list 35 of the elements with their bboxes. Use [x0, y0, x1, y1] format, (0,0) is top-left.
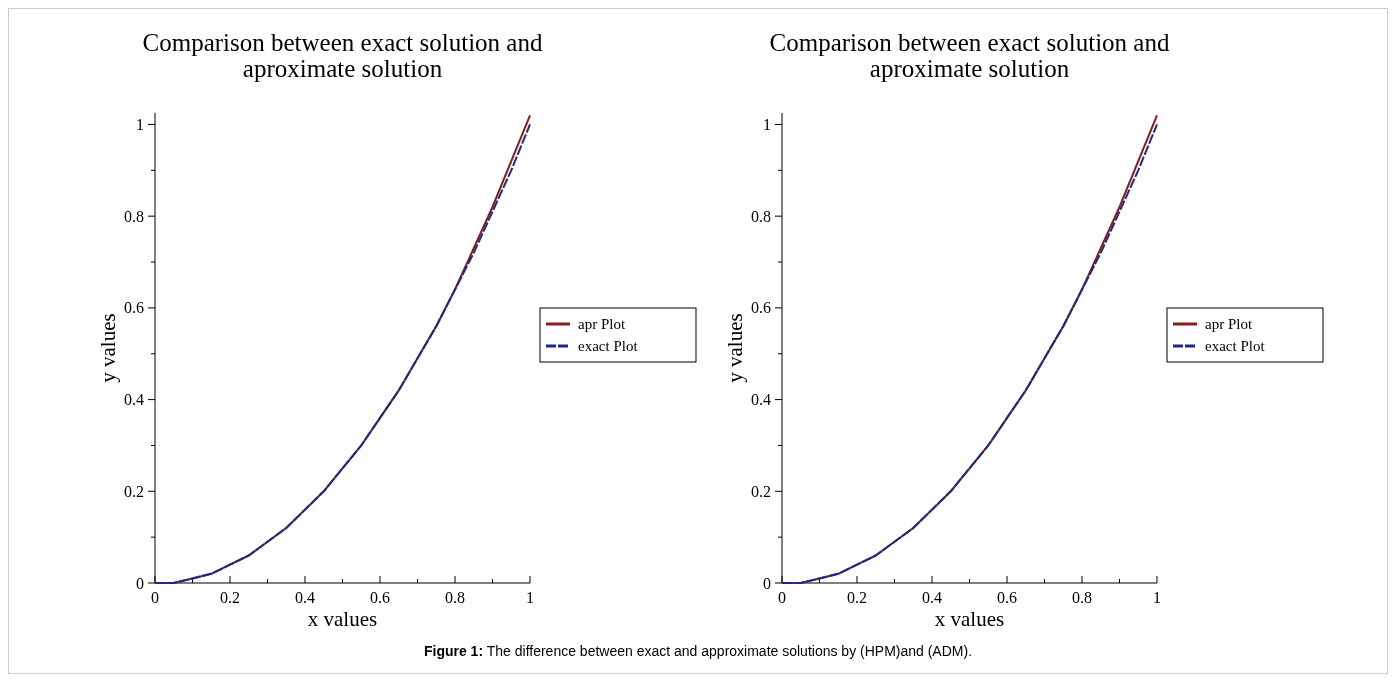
y-tick-label: 0.4: [124, 391, 144, 409]
y-tick-label: 1: [763, 116, 771, 134]
y-tick-label: 0.6: [751, 299, 771, 317]
y-tick-label: 0.2: [124, 482, 144, 500]
legend-label: apr Plot: [578, 316, 626, 333]
x-tick-label: 0: [778, 589, 786, 606]
y-tick-label: 1: [136, 116, 144, 134]
x-tick-label: 0.8: [1072, 589, 1092, 606]
y-tick-label: 0.2: [751, 482, 771, 500]
x-tick-label: 0.8: [445, 589, 465, 606]
x-tick-label: 0.6: [370, 589, 390, 606]
x-tick-label: 0.6: [997, 589, 1017, 606]
x-tick-label: 0.4: [922, 589, 942, 606]
x-tick-label: 0.2: [847, 589, 867, 606]
x-tick-label: 0: [151, 589, 159, 606]
y-tick-label: 0.6: [124, 299, 144, 317]
legend-label: apr Plot: [1205, 316, 1253, 333]
chart-title: Comparison between exact solution and aproximate solution: [142, 29, 543, 82]
y-tick-label: 0: [136, 574, 144, 592]
y-tick-label: 0.4: [751, 391, 771, 409]
y-axis-title: y values: [723, 313, 747, 383]
x-tick-label: 0.2: [220, 589, 240, 606]
x-tick-label: 0.4: [295, 589, 315, 606]
x-tick-label: 1: [1153, 589, 1161, 606]
caption: Figure 1: The difference between exact and approximate solutions by (HPM)and (ADM).: [423, 643, 973, 659]
x-axis-title: x values: [307, 607, 378, 631]
legend-label: exact Plot: [1205, 338, 1266, 355]
x-tick-label: 1: [526, 589, 534, 606]
y-axis-title: y values: [96, 313, 120, 383]
y-tick-label: 0.8: [751, 207, 771, 225]
y-tick-label: 0.8: [124, 207, 144, 225]
y-tick-label: 0: [763, 574, 771, 592]
x-axis-title: x values: [934, 607, 1005, 631]
legend-label: exact Plot: [578, 338, 639, 355]
chart-title: Comparison between exact solution and aproximate solution: [769, 29, 1170, 82]
